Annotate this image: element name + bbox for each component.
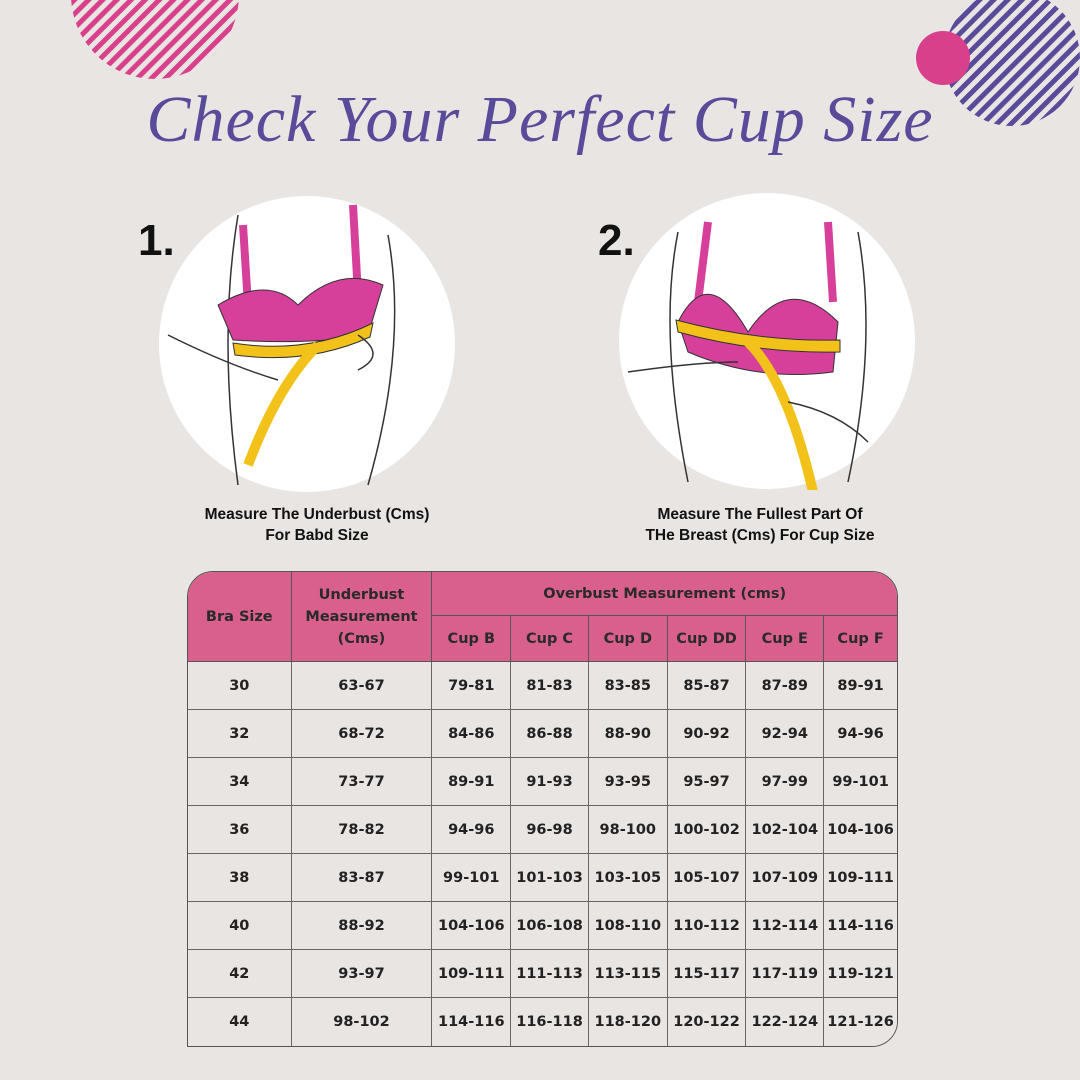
table-cell: 109-111 <box>824 854 897 902</box>
header-cup: Cup DD <box>667 616 747 662</box>
step-2-caption-line2: THe Breast (Cms) For Cup Size <box>645 527 875 544</box>
table-cell: 104-106 <box>824 806 897 854</box>
table-cell: 86-88 <box>511 710 589 758</box>
table-cell: 36 <box>188 806 292 854</box>
table-cell: 79-81 <box>432 662 512 710</box>
table-cell: 63-67 <box>291 662 433 710</box>
table-cell: 96-98 <box>511 806 589 854</box>
table-cell: 93-95 <box>588 758 668 806</box>
table-cell: 111-113 <box>511 950 589 998</box>
decorative-circles <box>71 0 1080 126</box>
table-cell: 113-115 <box>588 950 668 998</box>
table-cell: 102-104 <box>746 806 825 854</box>
table-cell: 101-103 <box>511 854 589 902</box>
table-cell: 114-116 <box>824 902 897 950</box>
table-cell: 117-119 <box>746 950 825 998</box>
table-cell: 106-108 <box>511 902 589 950</box>
table-cell: 121-126 <box>824 998 897 1046</box>
table-cell: 84-86 <box>432 710 512 758</box>
table-row: 40 88-92 104-106 106-108 108-110 110-112 112-1… <box>188 902 897 950</box>
table-cell: 32 <box>188 710 292 758</box>
table-cell: 114-116 <box>432 998 512 1046</box>
table-cell: 107-109 <box>746 854 825 902</box>
table-cell: 78-82 <box>291 806 433 854</box>
table-cell: 110-112 <box>667 902 747 950</box>
table-row: 44 98-102 114-116 116-118 118-120 120-122 122-… <box>188 998 897 1046</box>
header-overbust: Overbust Measurement (cms) <box>432 572 897 616</box>
table-cell: 94-96 <box>432 806 512 854</box>
table-cell: 93-97 <box>291 950 433 998</box>
table-cell: 42 <box>188 950 292 998</box>
table-row: 36 78-82 94-96 96-98 98-100 100-102 102-104 104… <box>188 806 897 854</box>
step-2-number: 2. <box>598 216 635 265</box>
purple-striped-circle <box>944 0 1080 126</box>
pink-solid-circle <box>916 31 970 85</box>
table-cell: 88-92 <box>291 902 433 950</box>
table-cell: 99-101 <box>824 758 897 806</box>
table-cell: 73-77 <box>291 758 433 806</box>
table-cell: 98-102 <box>291 998 433 1046</box>
table-cell: 109-111 <box>432 950 512 998</box>
step-2-caption: Measure The Fullest Part Of THe Breast (… <box>600 504 920 546</box>
table-row: 42 93-97 109-111 111-113 113-115 115-117 117-1… <box>188 950 897 998</box>
table-row: 32 68-72 84-86 86-88 88-90 90-92 92-94 94-96 <box>188 710 897 758</box>
step-1-caption: Measure The Underbust (Cms) For Babd Siz… <box>150 504 484 546</box>
table-cell: 88-90 <box>588 710 668 758</box>
size-chart-table: Bra Size Underbust Measurement (Cms) Ove… <box>187 571 898 1047</box>
header-cup: Cup F <box>824 616 897 662</box>
table-cell: 99-101 <box>432 854 512 902</box>
table-cell: 83-87 <box>291 854 433 902</box>
table-cell: 92-94 <box>746 710 825 758</box>
table-cell: 98-100 <box>588 806 668 854</box>
header-cup: Cup C <box>511 616 589 662</box>
table-cell: 104-106 <box>432 902 512 950</box>
table-cell: 83-85 <box>588 662 668 710</box>
table-cell: 91-93 <box>511 758 589 806</box>
table-cell: 105-107 <box>667 854 747 902</box>
table-cell: 94-96 <box>824 710 897 758</box>
table-cell: 90-92 <box>667 710 747 758</box>
header-cup: Cup B <box>432 616 512 662</box>
table-cell: 108-110 <box>588 902 668 950</box>
step-1-caption-line2: For Babd Size <box>265 527 369 544</box>
table-cell: 100-102 <box>667 806 747 854</box>
table-cell: 120-122 <box>667 998 747 1046</box>
table-cell: 119-121 <box>824 950 897 998</box>
header-cup: Cup E <box>746 616 825 662</box>
step-1-number: 1. <box>138 216 175 265</box>
table-cell: 40 <box>188 902 292 950</box>
table-cell: 44 <box>188 998 292 1046</box>
table-cell: 34 <box>188 758 292 806</box>
table-row: 30 63-67 79-81 81-83 83-85 85-87 87-89 89-91 <box>188 662 897 710</box>
table-cell: 116-118 <box>511 998 589 1046</box>
table-cell: 95-97 <box>667 758 747 806</box>
overbust-illustration <box>619 193 915 490</box>
table-cell: 122-124 <box>746 998 825 1046</box>
header-cup: Cup D <box>588 616 668 662</box>
step-2-caption-line1: Measure The Fullest Part Of <box>657 506 863 523</box>
table-cell: 68-72 <box>291 710 433 758</box>
header-underbust: Underbust Measurement (Cms) <box>291 572 433 662</box>
table-cell: 87-89 <box>746 662 825 710</box>
table-cell: 38 <box>188 854 292 902</box>
table-row: 34 73-77 89-91 91-93 93-95 95-97 97-99 99-101 <box>188 758 897 806</box>
table-cell: 89-91 <box>432 758 512 806</box>
table-cell: 112-114 <box>746 902 825 950</box>
table-cell: 103-105 <box>588 854 668 902</box>
page-title: Check Your Perfect Cup Size <box>146 83 934 156</box>
underbust-illustration <box>159 196 455 492</box>
table-cell: 81-83 <box>511 662 589 710</box>
pink-striped-circle <box>71 0 239 79</box>
step-1-caption-line1: Measure The Underbust (Cms) <box>204 506 430 523</box>
table-row: 38 83-87 99-101 101-103 103-105 105-107 107-10… <box>188 854 897 902</box>
table-cell: 89-91 <box>824 662 897 710</box>
table-cell: 97-99 <box>746 758 825 806</box>
table-cell: 85-87 <box>667 662 747 710</box>
header-bra-size: Bra Size <box>188 572 292 662</box>
table-cell: 30 <box>188 662 292 710</box>
table-cell: 115-117 <box>667 950 747 998</box>
table-cell: 118-120 <box>588 998 668 1046</box>
